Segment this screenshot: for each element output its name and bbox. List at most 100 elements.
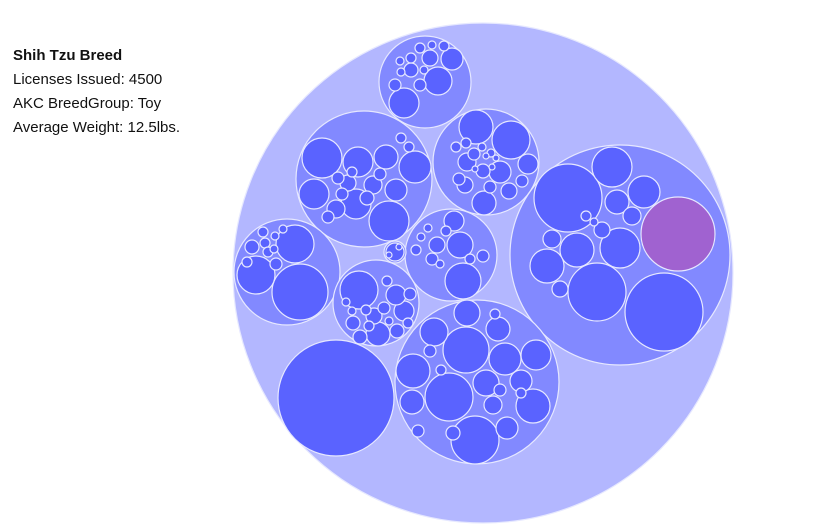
- leaf-circle[interactable]: [271, 263, 329, 321]
- leaf-circle[interactable]: [624, 272, 704, 352]
- leaf-circle[interactable]: [269, 244, 279, 254]
- leaf-circle[interactable]: [458, 109, 494, 145]
- leaf-circle[interactable]: [445, 425, 461, 441]
- leaf-circle[interactable]: [482, 152, 490, 160]
- leaf-circle[interactable]: [360, 304, 372, 316]
- leaf-circle[interactable]: [464, 253, 476, 265]
- leaf-circle[interactable]: [450, 141, 462, 153]
- leaf-circle[interactable]: [475, 163, 491, 179]
- leaf-circle[interactable]: [405, 52, 417, 64]
- leaf-circle[interactable]: [345, 315, 361, 331]
- leaf-circle[interactable]: [491, 120, 531, 160]
- leaf-circle[interactable]: [492, 154, 500, 162]
- leaf-circle[interactable]: [425, 252, 439, 266]
- leaf-circle[interactable]: [559, 232, 595, 268]
- leaf-circle[interactable]: [384, 178, 408, 202]
- leaf-circle[interactable]: [452, 172, 466, 186]
- leaf-circle[interactable]: [301, 137, 343, 179]
- leaf-circle[interactable]: [413, 78, 427, 92]
- leaf-circle[interactable]: [269, 257, 283, 271]
- leaf-circle[interactable]: [515, 388, 551, 424]
- leaf-circle[interactable]: [402, 317, 414, 329]
- leaf-circle[interactable]: [529, 248, 565, 284]
- leaf-circle[interactable]: [359, 190, 375, 206]
- leaf-circle[interactable]: [416, 232, 426, 242]
- leaf-circle[interactable]: [388, 78, 402, 92]
- leaf-circle[interactable]: [403, 287, 417, 301]
- leaf-circle[interactable]: [622, 206, 642, 226]
- leaf-circle[interactable]: [270, 231, 280, 241]
- leaf-circle[interactable]: [395, 353, 431, 389]
- leaf-circle[interactable]: [385, 284, 407, 306]
- leaf-circle[interactable]: [335, 187, 349, 201]
- leaf-circle[interactable]: [446, 231, 474, 259]
- leaf-circle[interactable]: [368, 200, 410, 242]
- leaf-circle[interactable]: [423, 223, 433, 233]
- leaf-circle[interactable]: [331, 171, 345, 185]
- leaf-circle[interactable]: [395, 243, 403, 251]
- leaf-circle[interactable]: [471, 165, 479, 173]
- leaf-circle[interactable]: [298, 178, 330, 210]
- leaf-circle[interactable]: [440, 225, 452, 237]
- leaf-circle[interactable]: [427, 40, 437, 50]
- leaf-circle[interactable]: [471, 190, 497, 216]
- leaf-circle[interactable]: [399, 389, 425, 415]
- leaf-circle[interactable]: [450, 415, 500, 465]
- leaf-circle[interactable]: [395, 132, 407, 144]
- leaf-circle[interactable]: [483, 180, 497, 194]
- leaf-circle[interactable]: [352, 329, 368, 345]
- leaf-circle[interactable]: [381, 275, 393, 287]
- leaf-circle[interactable]: [443, 210, 465, 232]
- leaf-circle[interactable]: [278, 224, 288, 234]
- leaf-circle[interactable]: [599, 227, 641, 269]
- leaf-circle[interactable]: [435, 259, 445, 269]
- leaf-circle[interactable]: [460, 137, 472, 149]
- leaf-circle[interactable]: [403, 62, 419, 78]
- leaf-circle[interactable]: [435, 364, 447, 376]
- leaf-circle[interactable]: [257, 226, 269, 238]
- leaf-circle[interactable]: [444, 262, 482, 300]
- leaf-circle[interactable]: [423, 344, 437, 358]
- leaf-circle[interactable]: [488, 163, 496, 171]
- leaf-circle[interactable]: [403, 141, 415, 153]
- leaf-circle[interactable]: [241, 256, 253, 268]
- leaf-circle[interactable]: [321, 210, 335, 224]
- leaf-circle[interactable]: [542, 229, 562, 249]
- group-circle[interactable]: [277, 339, 395, 457]
- leaf-circle[interactable]: [389, 323, 405, 339]
- leaf-circle[interactable]: [346, 166, 358, 178]
- leaf-circle[interactable]: [363, 320, 375, 332]
- leaf-circle[interactable]: [396, 67, 406, 77]
- leaf-circle[interactable]: [395, 56, 405, 66]
- leaf-circle[interactable]: [591, 146, 633, 188]
- leaf-circle[interactable]: [551, 280, 569, 298]
- leaf-circle[interactable]: [419, 65, 429, 75]
- leaf-circle[interactable]: [347, 306, 357, 316]
- leaf-circle[interactable]: [517, 153, 539, 175]
- leaf-circle[interactable]: [580, 210, 592, 222]
- leaf-circle[interactable]: [384, 316, 394, 326]
- leaf-circle[interactable]: [627, 175, 661, 209]
- leaf-circle[interactable]: [244, 239, 260, 255]
- leaf-circle[interactable]: [438, 40, 450, 52]
- leaf-circle[interactable]: [388, 87, 420, 119]
- leaf-circle[interactable]: [275, 224, 315, 264]
- leaf-circle[interactable]: [500, 182, 518, 200]
- leaf-circle[interactable]: [453, 299, 481, 327]
- leaf-circle[interactable]: [414, 42, 426, 54]
- leaf-circle[interactable]: [440, 47, 464, 71]
- leaf-circle[interactable]: [589, 217, 599, 227]
- leaf-circle[interactable]: [495, 416, 519, 440]
- leaf-circle[interactable]: [421, 49, 439, 67]
- leaf-circle[interactable]: [442, 326, 490, 374]
- highlighted-bubble[interactable]: [640, 196, 716, 272]
- leaf-circle[interactable]: [419, 317, 449, 347]
- leaf-circle[interactable]: [593, 221, 611, 239]
- leaf-circle[interactable]: [428, 236, 446, 254]
- leaf-circle[interactable]: [410, 244, 422, 256]
- leaf-circle[interactable]: [476, 249, 490, 263]
- leaf-circle[interactable]: [567, 262, 627, 322]
- leaf-circle[interactable]: [485, 316, 511, 342]
- leaf-circle[interactable]: [488, 342, 522, 376]
- leaf-circle[interactable]: [373, 144, 399, 170]
